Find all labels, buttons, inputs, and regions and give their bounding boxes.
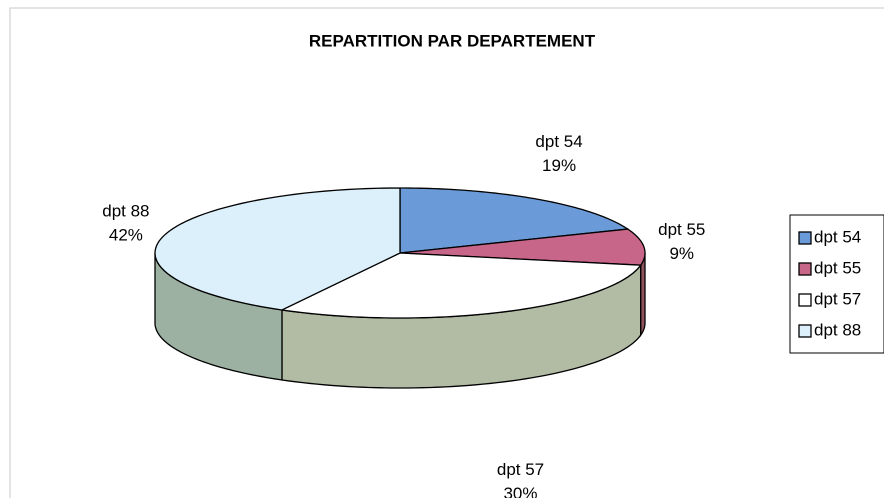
legend-swatch (798, 262, 812, 276)
chart-title: REPARTITION PAR DEPARTEMENT (309, 31, 596, 50)
pie-slice (154, 187, 401, 311)
pie-slice (399, 187, 629, 254)
data-label-value: 42% (109, 226, 143, 245)
pie-slice (399, 228, 646, 266)
legend-swatch (798, 231, 812, 245)
data-label-name: dpt 55 (658, 220, 705, 239)
data-label-name: dpt 54 (535, 132, 582, 151)
data-label-name: dpt 57 (497, 460, 544, 479)
data-label-value: 30% (503, 484, 537, 498)
legend-swatch (798, 293, 812, 307)
legend-label: dpt 57 (814, 289, 861, 308)
data-label-value: 9% (669, 244, 694, 263)
data-label-value: 19% (542, 156, 576, 175)
legend-label: dpt 55 (814, 258, 861, 277)
data-label-name: dpt 88 (102, 202, 149, 221)
legend-swatch (798, 324, 812, 338)
legend-label: dpt 54 (814, 227, 861, 246)
legend-label: dpt 88 (814, 320, 861, 339)
pie-slice (281, 252, 642, 319)
